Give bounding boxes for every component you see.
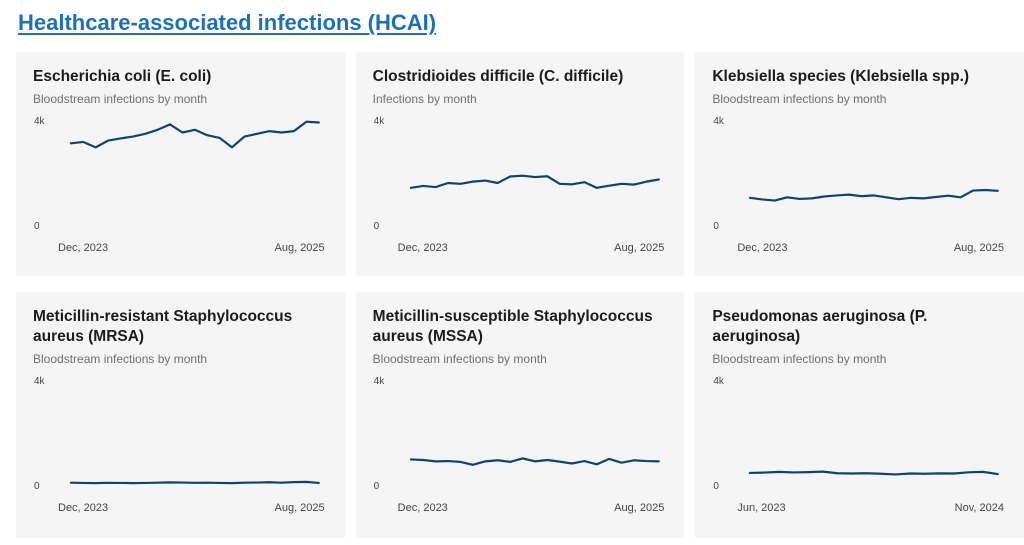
y-tick-max: 4k bbox=[34, 375, 45, 387]
chart-title: Escherichia coli (E. coli) bbox=[33, 68, 212, 85]
x-tick-start: Jun, 2023 bbox=[737, 501, 786, 514]
trend-line-chart bbox=[742, 119, 1006, 227]
x-tick-end: Aug, 2025 bbox=[953, 241, 1004, 254]
y-tick-max: 4k bbox=[373, 375, 385, 387]
y-tick-min: 0 bbox=[373, 220, 380, 232]
x-tick-start: Dec, 2023 bbox=[397, 241, 448, 254]
x-axis: Dec, 2023 Aug, 2025 bbox=[737, 242, 1004, 254]
y-tick-min: 0 bbox=[713, 220, 719, 232]
chart-title: Pseudomonas aeruginosa (P. aeruginosa) bbox=[712, 308, 928, 345]
x-axis: Jun, 2023 Nov, 2024 bbox=[737, 502, 1004, 514]
y-tick-min: 0 bbox=[34, 220, 40, 232]
chart-card-mssa: Meticillin-susceptible Staphylococcus au… bbox=[355, 292, 685, 538]
chart-area: 4k 0 bbox=[33, 375, 327, 492]
trend-line bbox=[750, 190, 998, 201]
line-plot bbox=[403, 119, 667, 227]
chart-title: Meticillin-susceptible Staphylococcus au… bbox=[372, 308, 653, 345]
chart-area: 4k 0 bbox=[712, 375, 1006, 492]
chart-card-klebsiella: Klebsiella species (Klebsiella spp.) Blo… bbox=[695, 52, 1024, 276]
chart-subtitle: Bloodstream infections by month bbox=[33, 91, 208, 106]
x-tick-start: Dec, 2023 bbox=[737, 241, 788, 254]
x-axis: Dec, 2023 Aug, 2025 bbox=[398, 502, 665, 514]
y-axis: 4k 0 bbox=[712, 375, 742, 492]
trend-line bbox=[411, 458, 659, 464]
x-tick-start: Dec, 2023 bbox=[58, 501, 109, 514]
chart-title: Clostridioides difficile (C. difficile) bbox=[372, 68, 624, 85]
y-axis: 4k 0 bbox=[373, 375, 403, 492]
trend-line-chart bbox=[403, 119, 667, 227]
y-tick-max: 4k bbox=[373, 115, 385, 127]
y-tick-max: 4k bbox=[34, 115, 45, 127]
x-tick-end: Aug, 2025 bbox=[614, 501, 665, 514]
x-tick-start: Dec, 2023 bbox=[397, 501, 448, 514]
trend-line-chart bbox=[63, 379, 327, 487]
x-tick-end: Aug, 2025 bbox=[274, 501, 325, 514]
y-tick-max: 4k bbox=[713, 115, 724, 127]
page-header: Healthcare-associated infections (HCAI) bbox=[0, 0, 1024, 36]
trend-line-chart bbox=[742, 379, 1006, 487]
chart-title: Klebsiella species (Klebsiella spp.) bbox=[712, 68, 970, 85]
line-plot bbox=[742, 119, 1006, 227]
x-axis: Dec, 2023 Aug, 2025 bbox=[58, 502, 325, 514]
chart-area: 4k 0 bbox=[712, 115, 1006, 232]
x-axis: Dec, 2023 Aug, 2025 bbox=[398, 242, 665, 254]
y-tick-min: 0 bbox=[713, 480, 719, 492]
line-plot bbox=[742, 379, 1006, 487]
trend-line-chart bbox=[403, 379, 667, 487]
trend-line bbox=[411, 176, 659, 188]
y-axis: 4k 0 bbox=[373, 115, 403, 232]
trend-line bbox=[750, 471, 998, 474]
y-tick-min: 0 bbox=[373, 480, 380, 492]
chart-subtitle: Bloodstream infections by month bbox=[712, 351, 887, 366]
chart-subtitle: Bloodstream infections by month bbox=[712, 91, 887, 106]
line-plot bbox=[403, 379, 667, 487]
x-tick-end: Nov, 2024 bbox=[954, 501, 1004, 514]
y-tick-min: 0 bbox=[34, 480, 40, 492]
chart-title: Meticillin-resistant Staphylococcus aure… bbox=[33, 308, 293, 345]
trend-line bbox=[71, 482, 319, 483]
x-tick-end: Aug, 2025 bbox=[274, 241, 325, 254]
x-axis: Dec, 2023 Aug, 2025 bbox=[58, 242, 325, 254]
trend-line-chart bbox=[63, 119, 327, 227]
chart-subtitle: Bloodstream infections by month bbox=[372, 351, 547, 366]
y-tick-max: 4k bbox=[713, 375, 724, 387]
chart-card-mrsa: Meticillin-resistant Staphylococcus aure… bbox=[16, 292, 345, 538]
chart-subtitle: Bloodstream infections by month bbox=[33, 351, 208, 366]
y-axis: 4k 0 bbox=[33, 115, 63, 232]
y-axis: 4k 0 bbox=[712, 115, 742, 232]
x-tick-end: Aug, 2025 bbox=[614, 241, 665, 254]
chart-area: 4k 0 bbox=[373, 115, 667, 232]
chart-card-e-coli: Escherichia coli (E. coli) Bloodstream i… bbox=[16, 52, 345, 276]
hcai-charts-grid: Escherichia coli (E. coli) Bloodstream i… bbox=[0, 52, 1024, 538]
line-plot bbox=[63, 379, 327, 487]
x-tick-start: Dec, 2023 bbox=[58, 241, 109, 254]
chart-card-c-difficile: Clostridioides difficile (C. difficile) … bbox=[355, 52, 685, 276]
chart-card-p-aeruginosa: Pseudomonas aeruginosa (P. aeruginosa) B… bbox=[695, 292, 1024, 538]
y-axis: 4k 0 bbox=[33, 375, 63, 492]
trend-line bbox=[71, 122, 319, 148]
chart-area: 4k 0 bbox=[373, 375, 667, 492]
line-plot bbox=[63, 119, 327, 227]
chart-subtitle: Infections by month bbox=[372, 91, 477, 106]
chart-area: 4k 0 bbox=[33, 115, 327, 232]
hcai-section-link[interactable]: Healthcare-associated infections (HCAI) bbox=[18, 10, 437, 35]
